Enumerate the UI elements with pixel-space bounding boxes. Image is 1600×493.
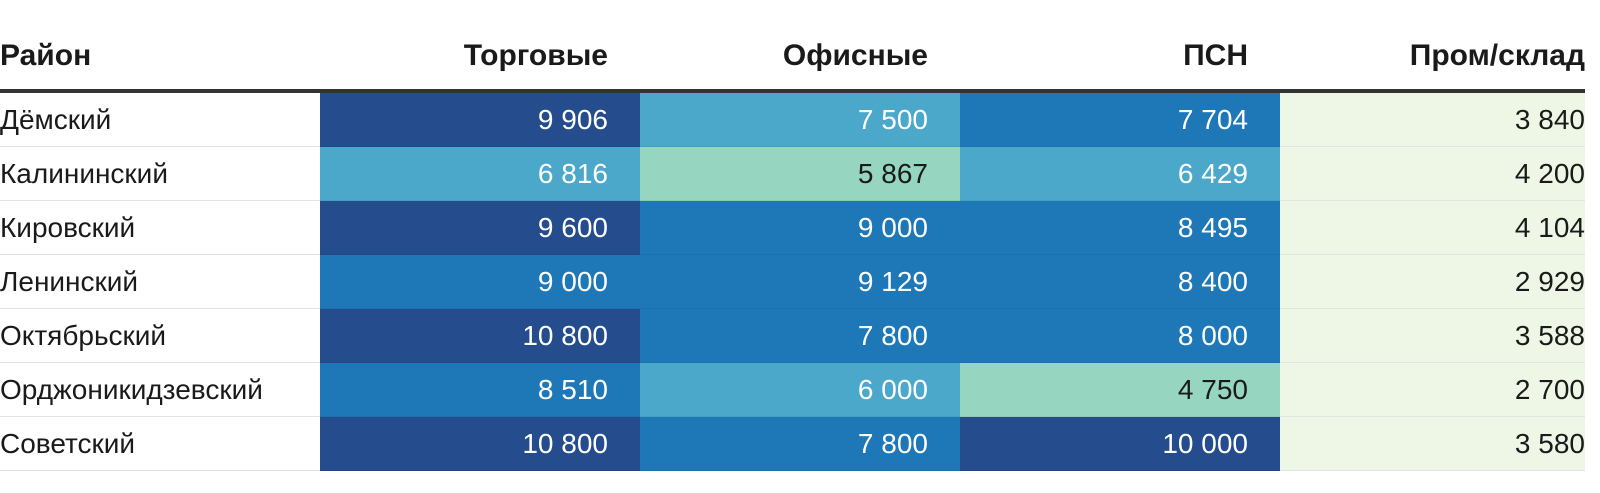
office-value-cell: 7 800 — [640, 308, 960, 363]
column-header-industrial: Пром/склад — [1280, 23, 1585, 93]
industrial-value-cell: 2 929 — [1280, 254, 1585, 309]
office-value-cell: 7 800 — [640, 416, 960, 471]
table-row: Дёмский 9 906 7 500 7 704 3 840 — [0, 91, 1585, 147]
psn-value-cell: 4 750 — [960, 362, 1280, 417]
retail-value-cell: 6 816 — [320, 146, 640, 201]
industrial-value-cell: 4 200 — [1280, 146, 1585, 201]
office-value-cell: 5 867 — [640, 146, 960, 201]
retail-value-cell: 10 800 — [320, 416, 640, 471]
table-row: Советский 10 800 7 800 10 000 3 580 — [0, 416, 1585, 471]
district-name-cell: Советский — [0, 416, 320, 471]
office-value-cell: 9 129 — [640, 254, 960, 309]
psn-value-cell: 8 495 — [960, 200, 1280, 255]
retail-value-cell: 10 800 — [320, 308, 640, 363]
table-row: Кировский 9 600 9 000 8 495 4 104 — [0, 200, 1585, 255]
table-row: Орджоникидзевский 8 510 6 000 4 750 2 700 — [0, 362, 1585, 417]
rent-price-table: Район Торговые Офисные ПСН Пром/склад Дё… — [0, 23, 1585, 471]
psn-value-cell: 10 000 — [960, 416, 1280, 471]
industrial-value-cell: 3 840 — [1280, 91, 1585, 147]
industrial-value-cell: 4 104 — [1280, 200, 1585, 255]
psn-value-cell: 8 000 — [960, 308, 1280, 363]
psn-value-cell: 6 429 — [960, 146, 1280, 201]
table-row: Калининский 6 816 5 867 6 429 4 200 — [0, 146, 1585, 201]
office-value-cell: 7 500 — [640, 91, 960, 147]
district-name-cell: Калининский — [0, 146, 320, 201]
industrial-value-cell: 3 588 — [1280, 308, 1585, 363]
retail-value-cell: 9 906 — [320, 91, 640, 147]
retail-value-cell: 8 510 — [320, 362, 640, 417]
office-value-cell: 6 000 — [640, 362, 960, 417]
column-header-psn: ПСН — [960, 23, 1280, 93]
psn-value-cell: 7 704 — [960, 91, 1280, 147]
industrial-value-cell: 2 700 — [1280, 362, 1585, 417]
column-header-retail: Торговые — [320, 23, 640, 93]
column-header-district: Район — [0, 23, 320, 93]
retail-value-cell: 9 000 — [320, 254, 640, 309]
header-row: Район Торговые Офисные ПСН Пром/склад — [0, 23, 1585, 93]
industrial-value-cell: 3 580 — [1280, 416, 1585, 471]
district-name-cell: Октябрьский — [0, 308, 320, 363]
district-name-cell: Дёмский — [0, 91, 320, 147]
table-row: Октябрьский 10 800 7 800 8 000 3 588 — [0, 308, 1585, 363]
psn-value-cell: 8 400 — [960, 254, 1280, 309]
column-header-office: Офисные — [640, 23, 960, 93]
retail-value-cell: 9 600 — [320, 200, 640, 255]
district-name-cell: Орджоникидзевский — [0, 362, 320, 417]
district-name-cell: Кировский — [0, 200, 320, 255]
table-body: Дёмский 9 906 7 500 7 704 3 840 Калининский 6 … — [0, 91, 1585, 471]
district-name-cell: Ленинский — [0, 254, 320, 309]
table-row: Ленинский 9 000 9 129 8 400 2 929 — [0, 254, 1585, 309]
office-value-cell: 9 000 — [640, 200, 960, 255]
